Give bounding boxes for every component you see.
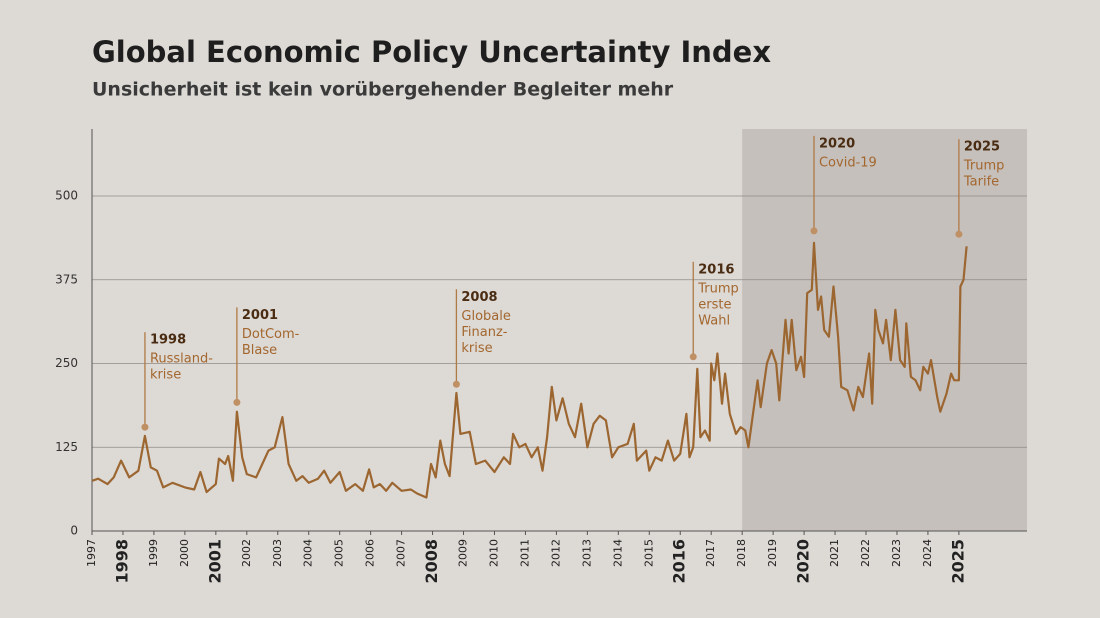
x-tick-label: 2024 [921, 539, 934, 567]
x-tick-label: 2015 [642, 539, 655, 567]
x-tick-label: 1999 [147, 539, 160, 567]
x-tick-label: 2013 [580, 539, 593, 567]
annotation-dot [689, 353, 697, 361]
annotation-dot [810, 227, 818, 235]
x-tick-label: 2001 [205, 539, 224, 584]
annotation-year: 1998 [150, 333, 186, 348]
annotation-text: krise [461, 341, 492, 356]
x-tick-label: 2003 [271, 539, 284, 567]
annotation-text: Blase [242, 343, 277, 358]
annotation-dot [233, 398, 241, 406]
annotation-dot [452, 380, 460, 388]
annotation-dot [955, 230, 963, 238]
annotation-text: Tarife [963, 175, 999, 190]
annotation-year: 2001 [242, 308, 278, 323]
annotation-text: Trump [963, 159, 1005, 174]
x-tick-label: 2008 [422, 539, 441, 584]
y-tick-label: 375 [55, 272, 78, 286]
annotation-year: 2016 [698, 262, 734, 277]
x-tick-label: 2019 [766, 539, 779, 567]
chart-title: Global Economic Policy Uncertainty Index [92, 35, 771, 69]
annotation-text: Finanz- [461, 325, 507, 340]
annotation-text: Wahl [698, 313, 730, 328]
x-tick-label: 2023 [890, 539, 903, 567]
x-tick-label: 2022 [859, 539, 872, 567]
chart-subtitle: Unsicherheit ist kein vorübergehender Be… [92, 79, 674, 101]
x-tick-label: 2004 [302, 539, 315, 567]
annotation-text: erste [698, 297, 731, 312]
annotation-text: Russland- [150, 352, 213, 367]
x-tick-label: 2010 [487, 539, 500, 567]
x-tick-label: 2000 [178, 539, 191, 567]
y-tick-label: 250 [55, 356, 78, 370]
x-tick-label: 2006 [364, 539, 377, 567]
x-tick-label: 2012 [549, 539, 562, 567]
annotation-text: DotCom- [242, 327, 300, 342]
y-tick-label: 125 [55, 440, 78, 454]
annotation-dot [141, 423, 149, 431]
annotation-text: Globale [461, 309, 510, 324]
data-line [91, 241, 968, 499]
annotation-text: Covid-19 [819, 155, 877, 170]
x-tick-label: 2014 [611, 539, 624, 567]
annotation-text: krise [150, 368, 181, 383]
x-tick-label: 2009 [457, 539, 470, 567]
annotation-year: 2008 [461, 290, 497, 305]
x-tick-label: 2002 [240, 539, 253, 567]
annotation-year: 2020 [819, 136, 855, 151]
annotation-text: Trump [697, 281, 739, 296]
y-tick-label: 0 [70, 524, 78, 538]
x-tick-label: 2021 [828, 539, 841, 567]
x-tick-label: 2007 [395, 539, 408, 567]
x-tick-label: 2016 [670, 539, 689, 584]
y-tick-label: 500 [55, 189, 78, 203]
x-tick-label: 2025 [948, 539, 967, 584]
x-tick-label: 2017 [704, 539, 717, 567]
x-tick-label: 2020 [794, 539, 813, 584]
x-tick-label: 1997 [85, 539, 98, 567]
x-tick-label: 2018 [735, 539, 748, 567]
x-tick-label: 2011 [518, 539, 531, 567]
annotation-year: 2025 [964, 140, 1000, 155]
x-tick-label: 2005 [333, 539, 346, 567]
x-tick-label: 1998 [112, 539, 131, 584]
